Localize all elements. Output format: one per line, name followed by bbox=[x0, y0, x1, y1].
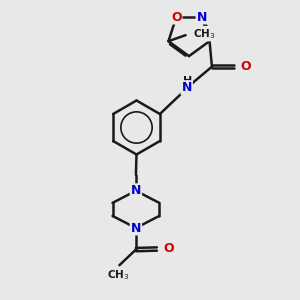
Text: N: N bbox=[131, 184, 141, 197]
Text: N: N bbox=[182, 81, 192, 94]
Text: CH$_3$: CH$_3$ bbox=[193, 27, 215, 40]
Text: N: N bbox=[131, 221, 141, 235]
Text: H: H bbox=[183, 76, 192, 86]
Text: O: O bbox=[171, 11, 181, 23]
Text: O: O bbox=[164, 242, 174, 256]
Text: CH$_3$: CH$_3$ bbox=[107, 268, 129, 282]
Text: N: N bbox=[196, 11, 207, 23]
Text: O: O bbox=[240, 60, 251, 73]
